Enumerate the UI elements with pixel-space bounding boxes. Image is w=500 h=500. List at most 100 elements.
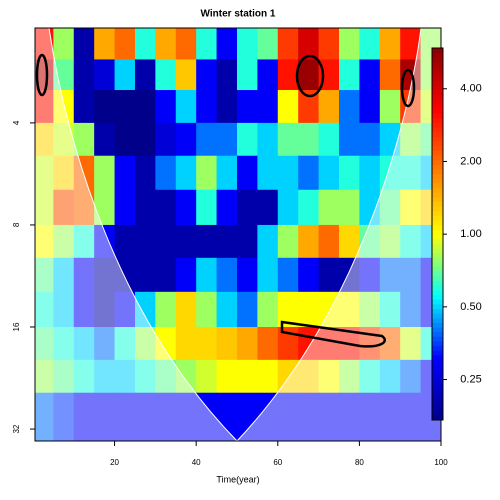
heatmap-cell — [114, 189, 136, 226]
colorbar-step — [432, 182, 443, 188]
heatmap-cell — [53, 189, 75, 226]
heatmap-cell — [236, 28, 258, 60]
colorbar-step — [432, 243, 443, 249]
heatmap-cell — [400, 224, 422, 259]
heatmap-cell — [114, 359, 136, 394]
heatmap-cell — [134, 291, 156, 328]
heatmap-cell — [196, 359, 218, 394]
heatmap-cell — [359, 28, 381, 60]
heatmap-cell — [257, 257, 279, 293]
heatmap-cell — [277, 189, 299, 226]
heatmap-cell — [379, 327, 401, 361]
heatmap-cell — [94, 359, 116, 394]
colorbar-step — [432, 340, 443, 347]
heatmap-cell — [379, 291, 401, 328]
heatmap-cell — [338, 257, 360, 293]
colorbar-step — [432, 406, 443, 412]
heatmap-cell — [257, 28, 279, 60]
heatmap-cell — [73, 291, 95, 328]
heatmap-cell — [94, 327, 116, 361]
colorbar-step — [432, 48, 443, 54]
colorbar-step — [432, 154, 443, 161]
heatmap-cell — [94, 155, 116, 191]
heatmap-cell — [216, 90, 238, 124]
heatmap-cell — [175, 90, 197, 124]
heatmap-cell — [236, 392, 258, 442]
heatmap-cell — [277, 291, 299, 328]
heatmap-cell — [114, 327, 136, 361]
heatmap-cell — [298, 155, 320, 191]
heatmap-cell — [114, 90, 136, 124]
heatmap-cell — [298, 257, 320, 293]
colorbar-step — [432, 308, 443, 314]
heatmap-cell — [277, 59, 299, 91]
heatmap-cell — [318, 257, 340, 293]
heatmap-cell — [236, 257, 258, 293]
heatmap-cell — [338, 359, 360, 394]
heatmap-cell — [53, 257, 75, 293]
heatmap-cell — [216, 189, 238, 226]
heatmap-cell — [298, 90, 320, 124]
y-tick-label: 8 — [12, 222, 21, 227]
heatmap-cell — [318, 359, 340, 394]
heatmap-cell — [114, 59, 136, 91]
heatmap-cell — [359, 224, 381, 259]
heatmap-cell — [155, 28, 177, 60]
colorbar-step — [432, 94, 443, 100]
colorbar-step — [432, 354, 443, 361]
colorbar-step — [432, 234, 443, 240]
colorbar-step — [432, 168, 443, 175]
heatmap-cell — [35, 155, 54, 191]
heatmap-cell — [400, 189, 422, 226]
heatmap-cell — [94, 224, 116, 259]
colorbar-step — [432, 382, 443, 388]
heatmap-cell — [175, 59, 197, 91]
heatmap-cell — [277, 327, 299, 361]
heatmap-cell — [318, 189, 340, 226]
heatmap-cell — [94, 28, 116, 60]
heatmap-cell — [155, 392, 177, 442]
heatmap-cell — [175, 224, 197, 259]
x-tick-label: 60 — [273, 458, 282, 467]
heatmap-cell — [236, 90, 258, 124]
colorbar-step — [432, 187, 443, 193]
heatmap-cell — [114, 122, 136, 157]
heatmap-cell — [196, 392, 218, 442]
colorbar-step — [432, 275, 443, 281]
heatmap-cell — [73, 189, 95, 226]
colorbar-step — [432, 415, 443, 421]
heatmap-cell — [379, 90, 401, 124]
heatmap-cell — [338, 90, 360, 124]
colorbar-step — [432, 113, 443, 119]
heatmap-cell — [216, 392, 238, 442]
x-axis-label: Time(year) — [216, 474, 259, 484]
colorbar-step — [432, 136, 443, 142]
heatmap-cell — [236, 155, 258, 191]
heatmap-cell — [298, 359, 320, 394]
heatmap-cell — [216, 291, 238, 328]
heatmap-cell — [175, 392, 197, 442]
colorbar-step — [432, 364, 443, 370]
heatmap-cell — [134, 122, 156, 157]
colorbar-step — [432, 266, 443, 272]
colorbar-step — [432, 238, 443, 244]
colorbar-step — [432, 289, 443, 295]
colorbar-step — [432, 52, 443, 58]
heatmap-cell — [298, 59, 320, 91]
significance-contour — [35, 53, 49, 97]
heatmap-cell — [359, 122, 381, 157]
heatmap-cell — [257, 155, 279, 191]
colorbar-tick-label: 1.00 — [460, 228, 481, 240]
heatmap-cell — [298, 189, 320, 226]
heatmap-cell — [196, 122, 218, 157]
colorbar-step — [432, 71, 443, 77]
heatmap-cell — [73, 90, 95, 124]
heatmap-cell — [338, 59, 360, 91]
heatmap-cell — [73, 327, 95, 361]
heatmap-cell — [257, 122, 279, 157]
heatmap-cell — [216, 155, 238, 191]
colorbar-tick-label: 0.50 — [460, 301, 481, 313]
heatmap-cell — [155, 257, 177, 293]
heatmap-cell — [53, 291, 75, 328]
